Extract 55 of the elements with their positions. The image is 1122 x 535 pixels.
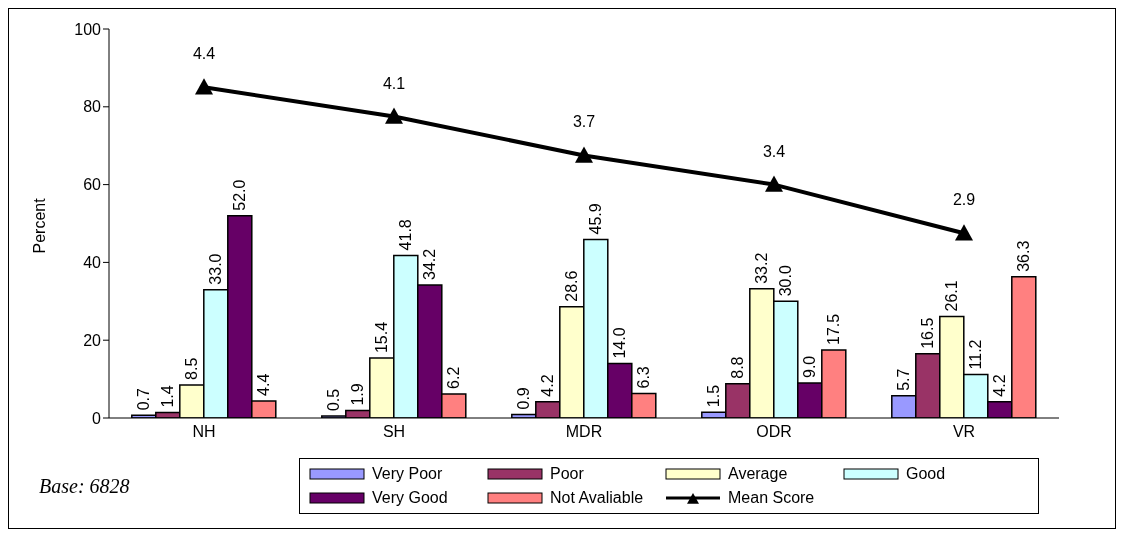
data-label: 4.2 (991, 374, 1009, 397)
y-tick-label: 20 (83, 331, 102, 349)
data-label: 17.5 (825, 313, 843, 345)
data-label: 4.1 (382, 74, 406, 92)
legend-label: Not Avaliable (550, 489, 644, 507)
data-label: 4.4 (255, 373, 273, 396)
data-label: 0.9 (515, 387, 533, 410)
data-label: 1.5 (705, 384, 723, 408)
data-label: 45.9 (587, 203, 605, 235)
data-label: 5.7 (895, 368, 913, 391)
data-label: 0.5 (325, 388, 343, 412)
data-label: 15.4 (373, 321, 391, 354)
data-label: 6.2 (445, 366, 463, 389)
data-label: 33.2 (753, 252, 771, 284)
y-tick-label: 60 (83, 176, 102, 194)
legend-label: Average (728, 465, 788, 483)
y-tick-label: 0 (92, 409, 102, 427)
data-label: 6.3 (635, 366, 653, 389)
data-label: 16.5 (919, 317, 937, 349)
data-label: 26.1 (943, 280, 961, 312)
data-label: 4.4 (192, 45, 216, 63)
data-label: 28.6 (563, 270, 581, 302)
legend-label: Very Poor (372, 465, 443, 483)
legend-label: Good (906, 465, 946, 483)
data-label: 8.8 (729, 356, 747, 379)
data-label: 3.4 (762, 142, 786, 160)
legend-label: Very Good (372, 489, 448, 507)
x-tick-label: MDR (565, 423, 603, 441)
data-label: 14.0 (611, 327, 629, 359)
data-label: 36.3 (1015, 240, 1033, 272)
y-tick-label: 40 (83, 254, 102, 272)
data-label: 34.2 (421, 248, 439, 280)
data-label: 11.2 (967, 339, 985, 370)
data-label: 52.0 (231, 179, 249, 211)
data-label: 8.5 (183, 357, 201, 380)
data-label: 1.4 (159, 385, 177, 408)
data-label: 2.9 (952, 191, 976, 209)
data-label: 0.7 (135, 387, 153, 411)
data-label: 30.0 (777, 265, 795, 297)
x-tick-label: VR (952, 423, 976, 441)
x-tick-label: NH (192, 423, 216, 441)
y-tick-label: 100 (74, 20, 102, 38)
data-label: 3.7 (572, 113, 596, 131)
data-label: 33.0 (207, 253, 225, 285)
legend-label: Poor (550, 465, 584, 483)
x-tick-label: ODR (756, 423, 792, 441)
data-label: 1.9 (349, 383, 367, 406)
y-axis-title: Percent (30, 197, 48, 254)
y-tick-label: 80 (83, 98, 102, 116)
data-label: 41.8 (397, 219, 415, 251)
data-label: 4.2 (539, 374, 557, 397)
x-tick-label: SH (382, 423, 406, 441)
data-label: 9.0 (801, 355, 819, 378)
text: Base: 6828 (39, 475, 130, 498)
legend-label: Mean Score (728, 489, 815, 507)
